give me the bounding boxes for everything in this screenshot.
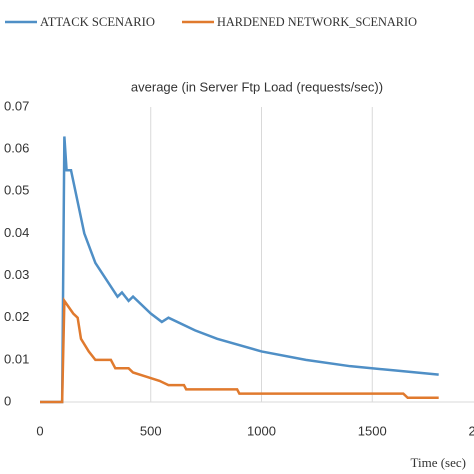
- x-axis-label: Time (sec): [411, 455, 467, 470]
- x-tick-label: 1000: [247, 423, 276, 438]
- y-tick-label: 0.02: [4, 309, 29, 324]
- legend-label: ATTACK SCENARIO: [40, 14, 155, 29]
- y-tick-label: 0: [4, 393, 11, 408]
- y-tick-label: 0.07: [4, 98, 29, 113]
- x-tick-label: 500: [140, 423, 162, 438]
- legend-label: HARDENED NETWORK_SCENARIO: [217, 14, 417, 29]
- y-tick-label: 0.03: [4, 267, 29, 282]
- y-tick-label: 0.06: [4, 141, 29, 156]
- series-line: [40, 297, 439, 404]
- x-tick-label: 0: [36, 423, 43, 438]
- y-tick-label: 0.01: [4, 351, 29, 366]
- series-line: [40, 136, 439, 404]
- x-tick-label: 2000: [469, 423, 474, 438]
- chart-title: average (in Server Ftp Load (requests/se…: [131, 79, 383, 94]
- y-tick-label: 0.04: [4, 225, 29, 240]
- x-tick-label: 1500: [358, 423, 387, 438]
- y-tick-label: 0.05: [4, 183, 29, 198]
